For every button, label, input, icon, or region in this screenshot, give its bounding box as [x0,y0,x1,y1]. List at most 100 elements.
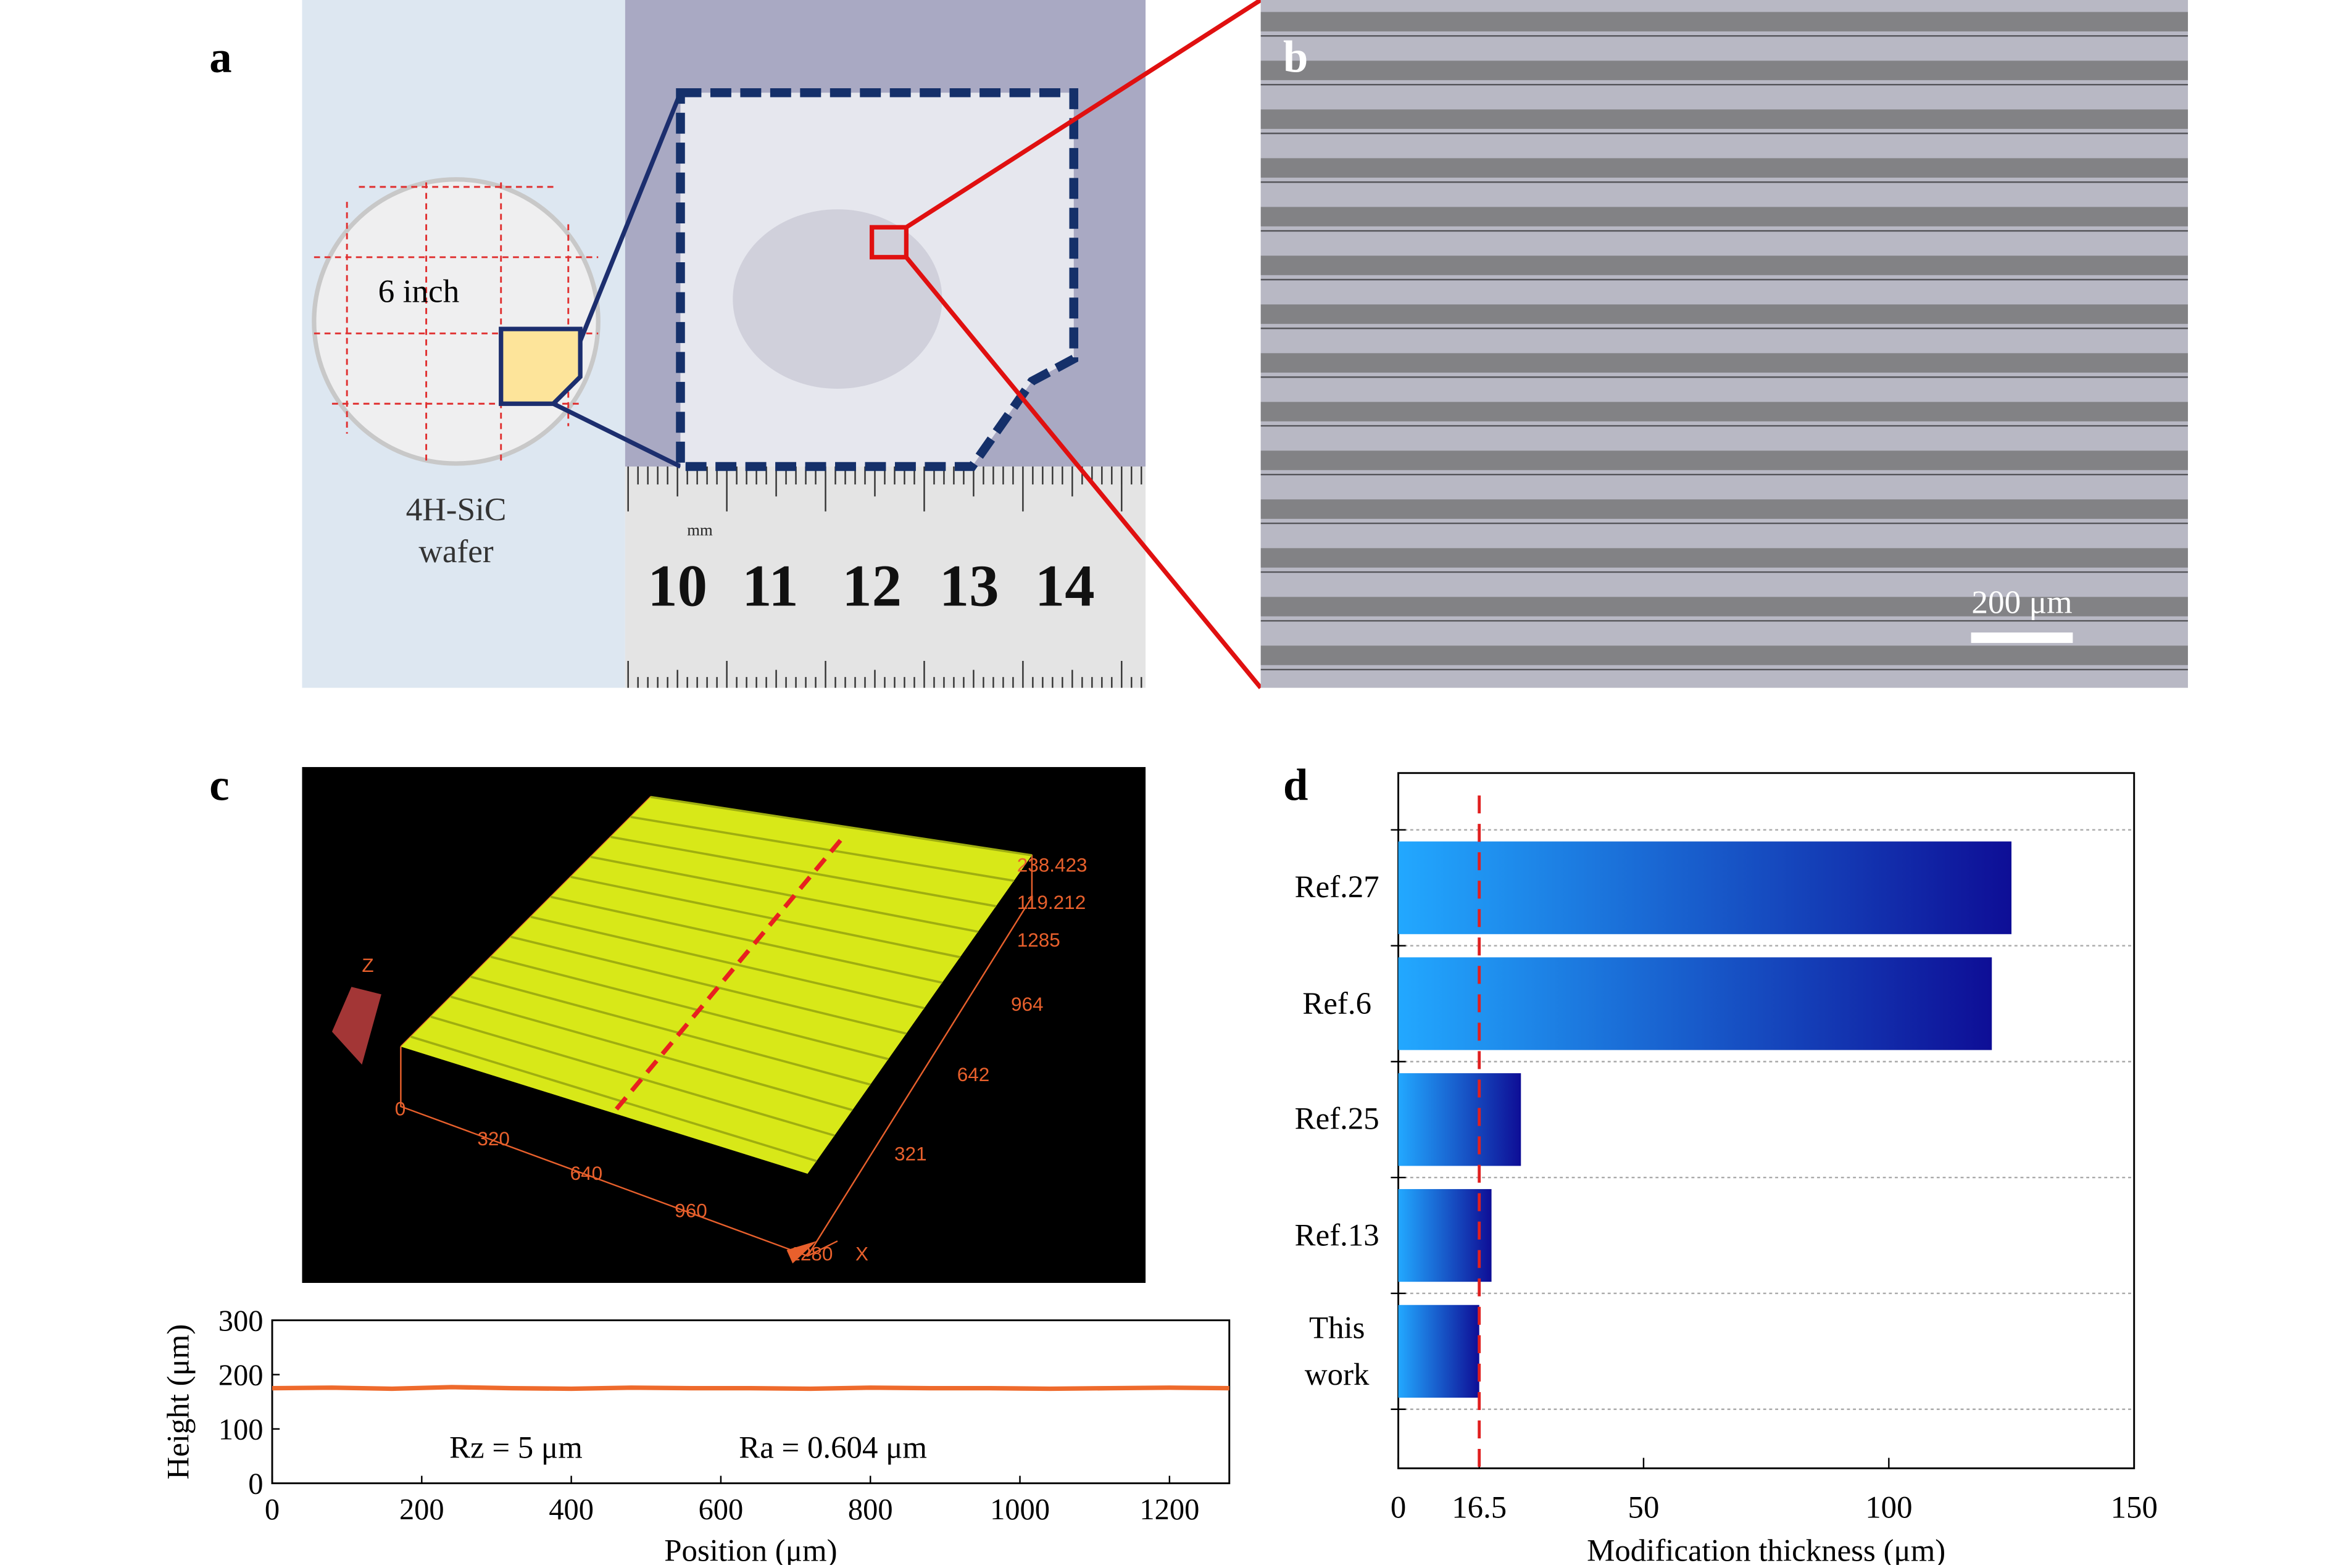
surface-track [650,795,1033,857]
y-tick-label: Ref.6 [1302,985,1372,1021]
x-axis-label: Modification thickness (μm) [1587,1534,1945,1565]
scale-label: 200 μm [1971,584,2072,620]
x-axis-label: Position (μm) [664,1534,837,1565]
track [1260,548,2188,568]
surface-track [550,895,942,984]
annotation: Rz = 5 μm [449,1431,583,1466]
track [1260,499,2188,519]
surface-track [490,955,889,1061]
axis-3d-label: 119.212 [1017,891,1086,913]
bar [1398,1188,1492,1282]
wafer-label: 4H-SiC [406,491,507,528]
x-tick-label: 0 [1391,1490,1406,1525]
ruler [625,467,1146,688]
height-profile [272,1385,1229,1392]
category-label-box: Ref.6 [1302,985,1372,1021]
x-tick-label: 150 [2111,1490,2158,1525]
surface-track [530,915,925,1010]
x-tick-label: 600 [699,1493,744,1526]
annotation: Ra = 0.604 μm [739,1431,927,1466]
ruler-number: 13 [939,552,999,618]
shade [733,209,942,389]
y-axis-label: Height (μm) [161,1324,196,1480]
surface-track [430,1015,835,1137]
3d-surface [401,797,1032,1174]
bar [1398,957,1992,1050]
wafer-size: 6 inch [378,273,460,309]
surface-track [630,816,1015,882]
y-tick-label: 100 [218,1414,264,1446]
ruler-number: 11 [742,552,799,618]
ruler-unit: mm [687,520,713,539]
axis-3d-label: 321 [894,1142,927,1164]
track [1260,158,2188,178]
surface-track [410,1035,817,1163]
track [1260,12,2188,31]
surface-tracks [410,795,1033,1163]
axis-3d-label: 960 [675,1199,707,1221]
surface-track [510,935,907,1035]
panel-label: d [1283,760,1308,810]
panel-label: c [209,760,229,810]
axis-3d-label: 642 [957,1063,990,1085]
x-tick-label: 800 [848,1493,893,1526]
axis-3d-label: 1280 [789,1243,833,1265]
wafer-grid [314,182,599,461]
surface-track [570,876,960,958]
x-tick-label: 1000 [990,1493,1050,1526]
x-tick-label: 1200 [1139,1493,1199,1526]
bar [1398,1073,1521,1166]
y-tick-label: 200 [218,1359,264,1392]
ruler-number: 10 [647,552,707,618]
track [1260,353,2188,373]
y-tick-label: 0 [248,1468,263,1501]
y-tick-label: Ref.13 [1294,1216,1379,1253]
panel-label: a [209,31,231,81]
zoom-line [904,255,1263,689]
zoom-line [578,91,683,342]
axis-3d-label: 0 [395,1098,406,1120]
surface-track [610,836,997,908]
axis-3d-label: 964 [1011,993,1044,1015]
track [1260,304,2188,324]
y-tick-label: Ref.27 [1294,869,1379,905]
zoom-line [905,0,1262,230]
wafer-circle [312,177,601,466]
zoom-box [870,225,909,260]
panel-label: b [1283,31,1308,81]
category-label-box: Ref.27 [1294,869,1379,905]
surface-track [450,995,853,1111]
ruler-number: 14 [1035,552,1095,618]
x-tick-label: 50 [1628,1490,1660,1525]
track [1260,207,2188,226]
track [1260,255,2188,275]
y-tick-label: Ref.25 [1294,1100,1379,1137]
bar [1398,841,2012,934]
axis-3d-label: X [855,1243,868,1265]
y-tick-label: 300 [218,1305,264,1338]
zoom-line [552,401,682,469]
track [1260,109,2188,129]
surface-track [470,976,871,1086]
axis-3d-label: 640 [570,1162,603,1184]
surface-track [590,855,979,933]
x-tick-label: 200 [399,1493,444,1526]
laser-tracks [1260,12,2188,671]
track [1260,450,2188,470]
ruler-ticks [627,467,1142,688]
color-scale [331,987,381,1065]
x-tick-label: 400 [549,1493,594,1526]
ruler-number: 12 [842,552,902,618]
bar [1398,1305,1479,1398]
category-label-box: Ref.13 [1294,1216,1379,1253]
track [1260,60,2188,80]
track [1260,402,2188,421]
axis-3d-label: Z [362,954,373,976]
axis-3d-label: 238.423 [1017,854,1087,876]
x-tick-label: 0 [265,1493,280,1526]
category-label-box: Ref.25 [1294,1100,1379,1137]
wafer-label: wafer [418,533,494,570]
track [1260,645,2188,665]
x-tick-label: 100 [1865,1490,1912,1525]
